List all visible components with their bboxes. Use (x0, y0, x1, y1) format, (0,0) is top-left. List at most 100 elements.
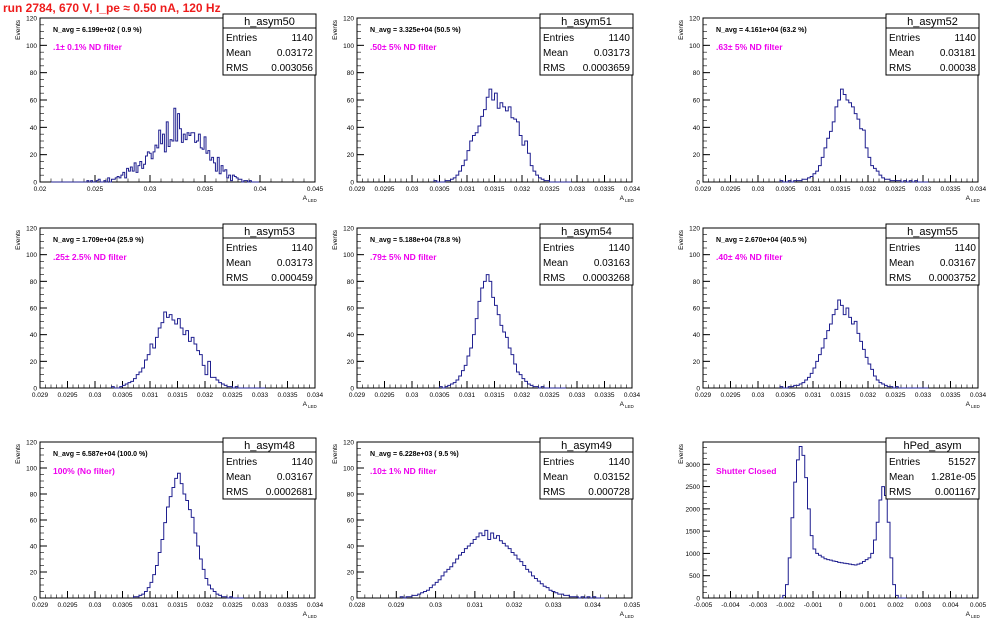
stats-label: Mean (226, 48, 251, 59)
y-tick-label: 60 (30, 518, 38, 525)
stats-label: Entries (543, 33, 574, 44)
x-axis-title: A (620, 611, 625, 618)
stats-box (885, 237, 980, 286)
stats-value: 0.0003268 (583, 273, 631, 284)
y-tick-label: 80 (347, 492, 355, 499)
x-tick-label: 0.0335 (595, 186, 615, 193)
x-tick-label: 0.033 (569, 186, 586, 193)
histogram-series (779, 88, 929, 183)
stats-label: RMS (889, 273, 912, 284)
y-tick-label: 500 (689, 573, 700, 580)
stats-label: Entries (889, 33, 920, 44)
y-tick-label: 1500 (686, 529, 701, 536)
y-tick-label: 100 (343, 43, 354, 50)
y-axis-title: Events (15, 443, 22, 464)
x-tick-label: 0.0305 (430, 392, 450, 399)
x-tick-label: 0.031 (459, 186, 476, 193)
stats-label: Entries (889, 243, 920, 254)
y-tick-label: 0 (350, 386, 354, 393)
y-tick-label: 40 (693, 332, 701, 339)
stats-label: Entries (226, 33, 257, 44)
y-tick-label: 20 (693, 359, 701, 366)
y-tick-label: 120 (689, 226, 700, 233)
histogram-series (399, 529, 605, 599)
y-tick-label: 120 (26, 226, 37, 233)
x-tick-label: -0.002 (776, 602, 795, 609)
x-tick-label: -0.005 (694, 602, 713, 609)
y-tick-label: 40 (30, 332, 38, 339)
histogram-name: h_asym48 (244, 440, 295, 452)
stats-box (222, 237, 317, 286)
y-tick-label: 40 (693, 125, 701, 132)
stats-label: RMS (543, 63, 566, 74)
y-tick-label: 100 (343, 466, 354, 473)
y-tick-label: 20 (30, 359, 38, 366)
y-tick-label: 40 (30, 544, 38, 551)
y-tick-label: 2000 (686, 506, 701, 513)
y-tick-label: 80 (347, 70, 355, 77)
x-tick-label: 0.002 (887, 602, 904, 609)
stats-value: 51527 (948, 457, 976, 468)
filter-label: Shutter Closed (716, 466, 776, 476)
panel-h_asym51: 0 20 40 60 80 100 120 0.029 0.0295 0.03 0.0305 0.03… (332, 13, 641, 203)
stats-value: 0.03163 (594, 258, 631, 269)
navg-label: N_avg = 3.325e+04 (50.5 %) (370, 27, 461, 34)
x-tick-label: 0.034 (307, 392, 324, 399)
x-tick-label: 0.02 (34, 186, 47, 193)
x-tick-label: 0.029 (695, 186, 712, 193)
y-axis-title: Events (15, 229, 22, 250)
histogram-name: hPed_asym (903, 440, 961, 452)
x-tick-label: 0.035 (624, 602, 641, 609)
stats-label: Entries (543, 243, 574, 254)
y-tick-label: 120 (26, 16, 37, 23)
x-axis-title-sub: LED (625, 404, 635, 409)
y-tick-label: 20 (30, 570, 38, 577)
stats-value: 0.001167 (935, 487, 976, 498)
y-axis-title: Events (332, 443, 339, 464)
y-tick-label: 1000 (686, 551, 701, 558)
stats-value: 0.03173 (594, 48, 631, 59)
x-axis-title: A (303, 401, 308, 408)
x-tick-label: 0.032 (860, 392, 877, 399)
x-tick-label: 0.0335 (278, 602, 298, 609)
y-tick-label: 3000 (686, 462, 701, 469)
stats-label: RMS (889, 487, 912, 498)
x-tick-label: 0.03 (429, 602, 442, 609)
x-tick-label: 0.031 (459, 392, 476, 399)
panel-h_asym53: 0 20 40 60 80 100 120 0.029 0.0295 0.03 0.0305 0.03… (15, 223, 324, 409)
stats-box (222, 27, 317, 76)
histogram-name: h_asym53 (244, 226, 295, 238)
stats-value: 1140 (608, 33, 630, 44)
panel-hPed_asym: 0 500 1000 1500 2000 2500 3000 -0.005 -0.004 -0.0… (678, 437, 987, 619)
stats-label: RMS (889, 63, 912, 74)
x-tick-label: 0.033 (545, 602, 562, 609)
x-tick-label: 0.0295 (375, 186, 395, 193)
stats-label: Entries (226, 457, 257, 468)
y-tick-label: 120 (689, 16, 700, 23)
x-tick-label: 0.03 (144, 186, 157, 193)
x-tick-label: 0.034 (624, 392, 641, 399)
x-tick-label: 0.0335 (278, 392, 298, 399)
y-axis-title: Events (678, 19, 685, 40)
x-tick-label: 0.001 (860, 602, 877, 609)
y-tick-label: 40 (30, 125, 38, 132)
x-axis-title: A (966, 401, 971, 408)
histogram-series (780, 445, 907, 599)
x-tick-label: 0.0325 (886, 392, 906, 399)
stats-label: Mean (226, 472, 251, 483)
y-tick-label: 60 (693, 98, 701, 105)
x-tick-label: 0.03 (752, 392, 765, 399)
x-axis-title-sub: LED (308, 198, 318, 203)
x-tick-label: 0.029 (695, 392, 712, 399)
y-tick-label: 60 (347, 98, 355, 105)
panel-h_asym49: 0 20 40 60 80 100 120 0.028 0.029 0.03 0.031 0.032 0… (332, 437, 641, 619)
histogram-name: h_asym55 (907, 226, 958, 238)
x-tick-label: 0.0295 (375, 392, 395, 399)
y-tick-label: 0 (33, 386, 37, 393)
histogram-name: h_asym50 (244, 16, 295, 28)
x-axis-title-sub: LED (971, 198, 981, 203)
y-tick-label: 100 (689, 252, 700, 259)
x-tick-label: 0.0325 (886, 186, 906, 193)
x-tick-label: 0.0335 (941, 392, 961, 399)
x-axis-title: A (303, 195, 308, 202)
